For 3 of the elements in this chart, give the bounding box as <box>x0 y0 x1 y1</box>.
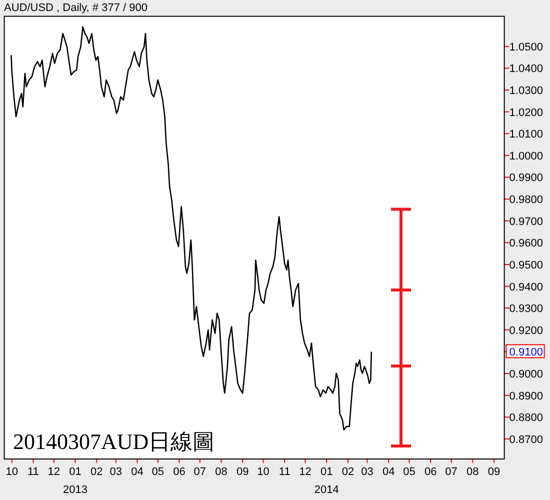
annotation: 20140307AUD日線圖 <box>13 429 215 454</box>
title: AUD/USD , Daily, # 377 / 900 <box>4 2 148 14</box>
annotation: 0.9100 <box>509 346 543 359</box>
